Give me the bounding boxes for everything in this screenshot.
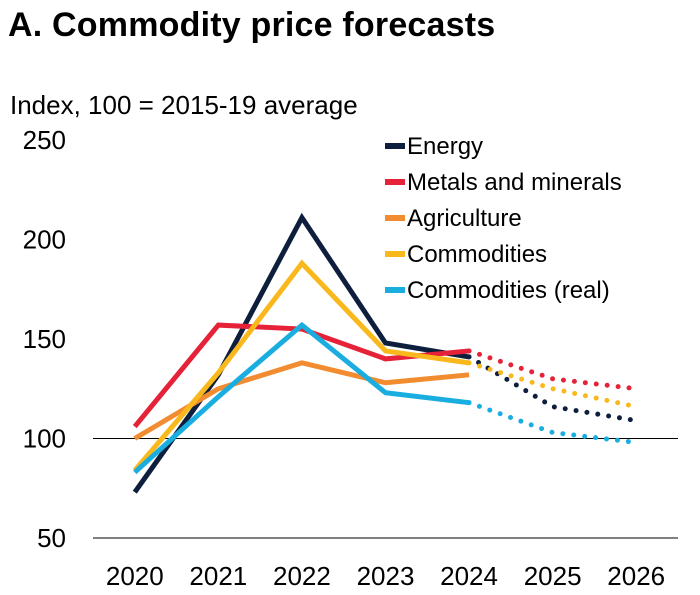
legend-label: Energy — [407, 133, 483, 160]
legend-label: Commodities — [407, 241, 547, 268]
series-line-forecast — [466, 360, 639, 410]
y-tick-label: 150 — [23, 324, 66, 354]
y-tick-label: 200 — [23, 225, 66, 255]
chart-title: A. Commodity price forecasts — [8, 6, 496, 44]
chart-subtitle: Index, 100 = 2015-19 average — [10, 90, 358, 120]
y-tick-label: 100 — [23, 424, 66, 454]
series-line-forecast — [466, 400, 639, 445]
x-tick-label: 2020 — [106, 561, 164, 591]
y-tick-label: 250 — [23, 125, 66, 155]
x-tick-label: 2021 — [189, 561, 247, 591]
legend-label: Agriculture — [407, 205, 522, 232]
series-line-actual — [133, 321, 470, 475]
series-line-actual — [132, 259, 470, 472]
x-tick-label: 2025 — [524, 561, 582, 591]
series-line-forecast — [466, 354, 639, 424]
y-tick-label: 50 — [37, 523, 66, 553]
series-line-forecast — [466, 348, 639, 392]
x-tick-label: 2023 — [357, 561, 415, 591]
x-tick-label: 2022 — [273, 561, 331, 591]
legend-label: Metals and minerals — [407, 169, 622, 196]
x-tick-label: 2024 — [440, 561, 498, 591]
x-tick-label: 2026 — [607, 561, 665, 591]
legend-label: Commodities (real) — [407, 277, 610, 304]
series-line-actual — [132, 212, 470, 494]
